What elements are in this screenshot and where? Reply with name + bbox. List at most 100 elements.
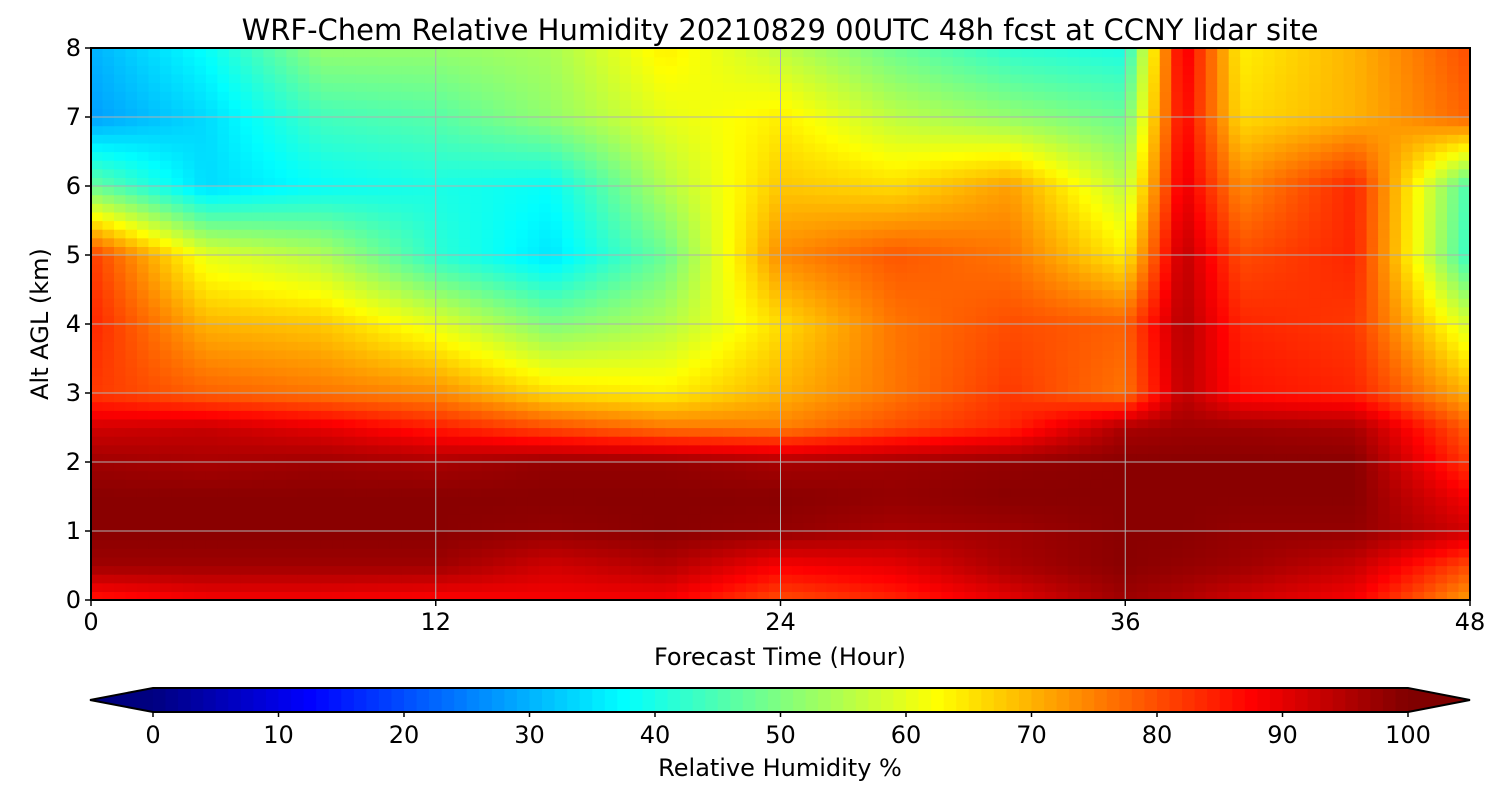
heatmap-cell bbox=[309, 306, 322, 316]
heatmap-cell bbox=[332, 513, 345, 523]
heatmap-cell bbox=[217, 462, 230, 472]
heatmap-cell bbox=[929, 324, 942, 334]
heatmap-cell bbox=[952, 418, 965, 429]
heatmap-cell bbox=[412, 341, 425, 351]
heatmap-cell bbox=[320, 462, 333, 472]
heatmap-cell bbox=[1217, 574, 1230, 584]
heatmap-cell bbox=[171, 255, 184, 265]
heatmap-cell bbox=[1435, 315, 1448, 325]
heatmap-cell bbox=[1378, 358, 1391, 368]
heatmap-cell bbox=[194, 487, 207, 498]
heatmap-cell bbox=[1424, 401, 1437, 411]
heatmap-cell bbox=[941, 237, 954, 247]
heatmap-cell bbox=[1412, 410, 1425, 420]
heatmap-cell bbox=[1378, 375, 1391, 385]
heatmap-cell bbox=[987, 367, 1000, 377]
heatmap-cell bbox=[447, 513, 460, 523]
heatmap-cell bbox=[585, 367, 598, 377]
heatmap-cell bbox=[608, 315, 621, 325]
heatmap-cell bbox=[125, 548, 138, 558]
heatmap-cell bbox=[447, 522, 460, 532]
heatmap-cell bbox=[918, 272, 931, 282]
heatmap-cell bbox=[1251, 427, 1264, 437]
heatmap-cell bbox=[1125, 479, 1138, 489]
heatmap-cell bbox=[516, 462, 529, 472]
heatmap-cell bbox=[1343, 539, 1356, 549]
heatmap-cell bbox=[205, 462, 219, 472]
heatmap-cell bbox=[1286, 298, 1299, 308]
heatmap-cell bbox=[975, 341, 988, 351]
heatmap-cell bbox=[1355, 289, 1368, 299]
heatmap-cell bbox=[1274, 505, 1287, 515]
heatmap-cell bbox=[1090, 574, 1103, 584]
heatmap-cell bbox=[596, 289, 609, 299]
heatmap-cell bbox=[113, 522, 127, 532]
heatmap-cell bbox=[608, 349, 621, 360]
heatmap-cell bbox=[1378, 341, 1391, 351]
heatmap-cell bbox=[872, 436, 885, 446]
heatmap-cell bbox=[309, 280, 322, 291]
heatmap-cell bbox=[378, 341, 391, 351]
heatmap-cell bbox=[929, 462, 942, 472]
heatmap-cell bbox=[746, 393, 759, 403]
heatmap-cell bbox=[1274, 401, 1287, 411]
heatmap-cell bbox=[631, 306, 644, 316]
heatmap-cell bbox=[1056, 522, 1069, 532]
heatmap-cell bbox=[1274, 358, 1287, 368]
heatmap-cell bbox=[1355, 306, 1368, 316]
heatmap-cell bbox=[366, 324, 379, 334]
heatmap-cell bbox=[573, 539, 586, 549]
heatmap-cell bbox=[539, 513, 552, 523]
heatmap-cell bbox=[757, 470, 770, 480]
heatmap-cell bbox=[952, 487, 965, 498]
heatmap-cell bbox=[251, 513, 264, 523]
heatmap-cell bbox=[631, 531, 644, 541]
heatmap-cell bbox=[1113, 462, 1126, 472]
heatmap-cell bbox=[964, 255, 977, 265]
heatmap-cell bbox=[1148, 246, 1161, 256]
heatmap-cell bbox=[608, 324, 621, 334]
heatmap-cell bbox=[654, 349, 667, 360]
heatmap-cell bbox=[332, 418, 345, 429]
heatmap-cell bbox=[1240, 384, 1253, 394]
heatmap-cell bbox=[585, 522, 598, 532]
heatmap-cell bbox=[1010, 341, 1023, 351]
heatmap-cell bbox=[1343, 246, 1356, 256]
heatmap-cell bbox=[1125, 556, 1138, 567]
heatmap-cell bbox=[1056, 349, 1069, 360]
heatmap-cell bbox=[642, 513, 655, 523]
heatmap-cell bbox=[228, 401, 241, 411]
heatmap-cell bbox=[1297, 496, 1310, 506]
heatmap-cell bbox=[389, 255, 402, 265]
heatmap-cell bbox=[297, 453, 310, 463]
heatmap-cell bbox=[1366, 427, 1379, 437]
heatmap-cell bbox=[826, 522, 839, 532]
heatmap-cell bbox=[688, 410, 701, 420]
heatmap-cell bbox=[1148, 513, 1161, 523]
heatmap-cell bbox=[998, 444, 1011, 454]
heatmap-cell bbox=[1366, 548, 1379, 558]
heatmap-cell bbox=[1125, 410, 1138, 420]
heatmap-cell bbox=[1366, 556, 1379, 567]
heatmap-cell bbox=[125, 496, 138, 506]
heatmap-cell bbox=[688, 539, 701, 549]
heatmap-cell bbox=[688, 367, 701, 377]
heatmap-cell bbox=[1113, 436, 1126, 446]
heatmap-cell bbox=[136, 444, 150, 454]
heatmap-cell bbox=[1171, 375, 1184, 385]
heatmap-cell bbox=[1412, 505, 1425, 515]
heatmap-cell bbox=[470, 410, 483, 420]
heatmap-cell bbox=[918, 574, 931, 584]
heatmap-cell bbox=[941, 324, 954, 334]
heatmap-cell bbox=[412, 479, 425, 489]
heatmap-cell bbox=[596, 246, 609, 256]
heatmap-cell bbox=[883, 255, 897, 265]
heatmap-cell bbox=[562, 375, 575, 385]
heatmap-cell bbox=[998, 410, 1011, 420]
heatmap-cell bbox=[1228, 246, 1241, 256]
heatmap-cell bbox=[1067, 496, 1080, 506]
heatmap-cell bbox=[1424, 280, 1437, 291]
heatmap-cell bbox=[194, 479, 207, 489]
heatmap-cell bbox=[251, 496, 264, 506]
heatmap-cell bbox=[757, 453, 770, 463]
